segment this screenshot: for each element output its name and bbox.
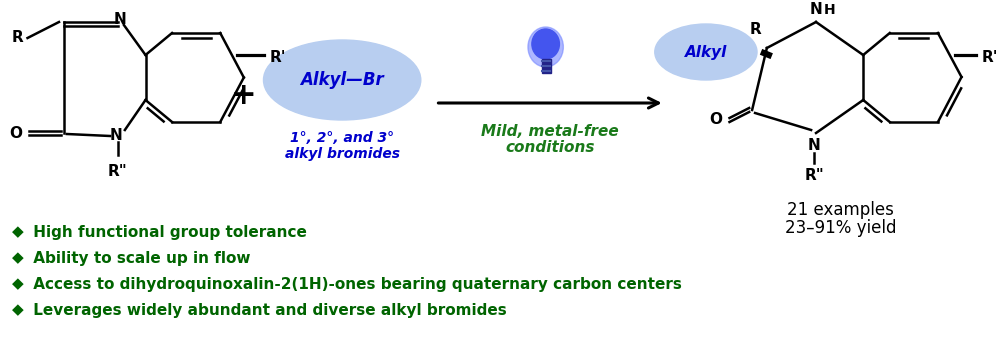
- Text: 1°, 2°, and 3°: 1°, 2°, and 3°: [290, 131, 394, 145]
- Bar: [542, 59, 551, 73]
- Text: R': R': [982, 49, 996, 64]
- Text: alkyl bromides: alkyl bromides: [285, 147, 399, 161]
- Text: 21 examples: 21 examples: [787, 201, 894, 219]
- Text: Alkyl—Br: Alkyl—Br: [300, 71, 384, 89]
- Ellipse shape: [654, 24, 757, 80]
- Text: +: +: [231, 80, 257, 109]
- Text: ◆: ◆: [12, 302, 24, 317]
- Text: Leverages widely abundant and diverse alkyl bromides: Leverages widely abundant and diverse al…: [28, 302, 506, 317]
- Text: Mild, metal-free: Mild, metal-free: [481, 123, 619, 138]
- Text: O: O: [9, 125, 22, 140]
- Ellipse shape: [264, 40, 420, 120]
- Ellipse shape: [532, 29, 560, 59]
- Text: Alkyl: Alkyl: [684, 44, 727, 59]
- Text: R: R: [749, 23, 761, 38]
- Ellipse shape: [528, 27, 564, 67]
- Text: N: N: [110, 129, 123, 144]
- Text: conditions: conditions: [505, 140, 595, 155]
- Text: N: N: [114, 12, 126, 27]
- Text: R': R': [270, 49, 287, 64]
- Text: ◆: ◆: [12, 277, 24, 292]
- Text: R: R: [12, 30, 24, 45]
- Text: H: H: [824, 3, 836, 17]
- Text: N: N: [810, 2, 823, 17]
- Text: N: N: [808, 137, 821, 152]
- Text: R": R": [109, 163, 127, 178]
- Text: Access to dihydroquinoxalin-2(1H)-ones bearing quaternary carbon centers: Access to dihydroquinoxalin-2(1H)-ones b…: [28, 277, 681, 292]
- Text: 23–91% yield: 23–91% yield: [785, 219, 896, 237]
- Text: High functional group tolerance: High functional group tolerance: [28, 224, 307, 239]
- Text: ◆: ◆: [12, 224, 24, 239]
- Text: R": R": [804, 167, 824, 182]
- Text: Ability to scale up in flow: Ability to scale up in flow: [28, 251, 250, 266]
- Text: ◆: ◆: [12, 251, 24, 266]
- Text: O: O: [709, 113, 722, 128]
